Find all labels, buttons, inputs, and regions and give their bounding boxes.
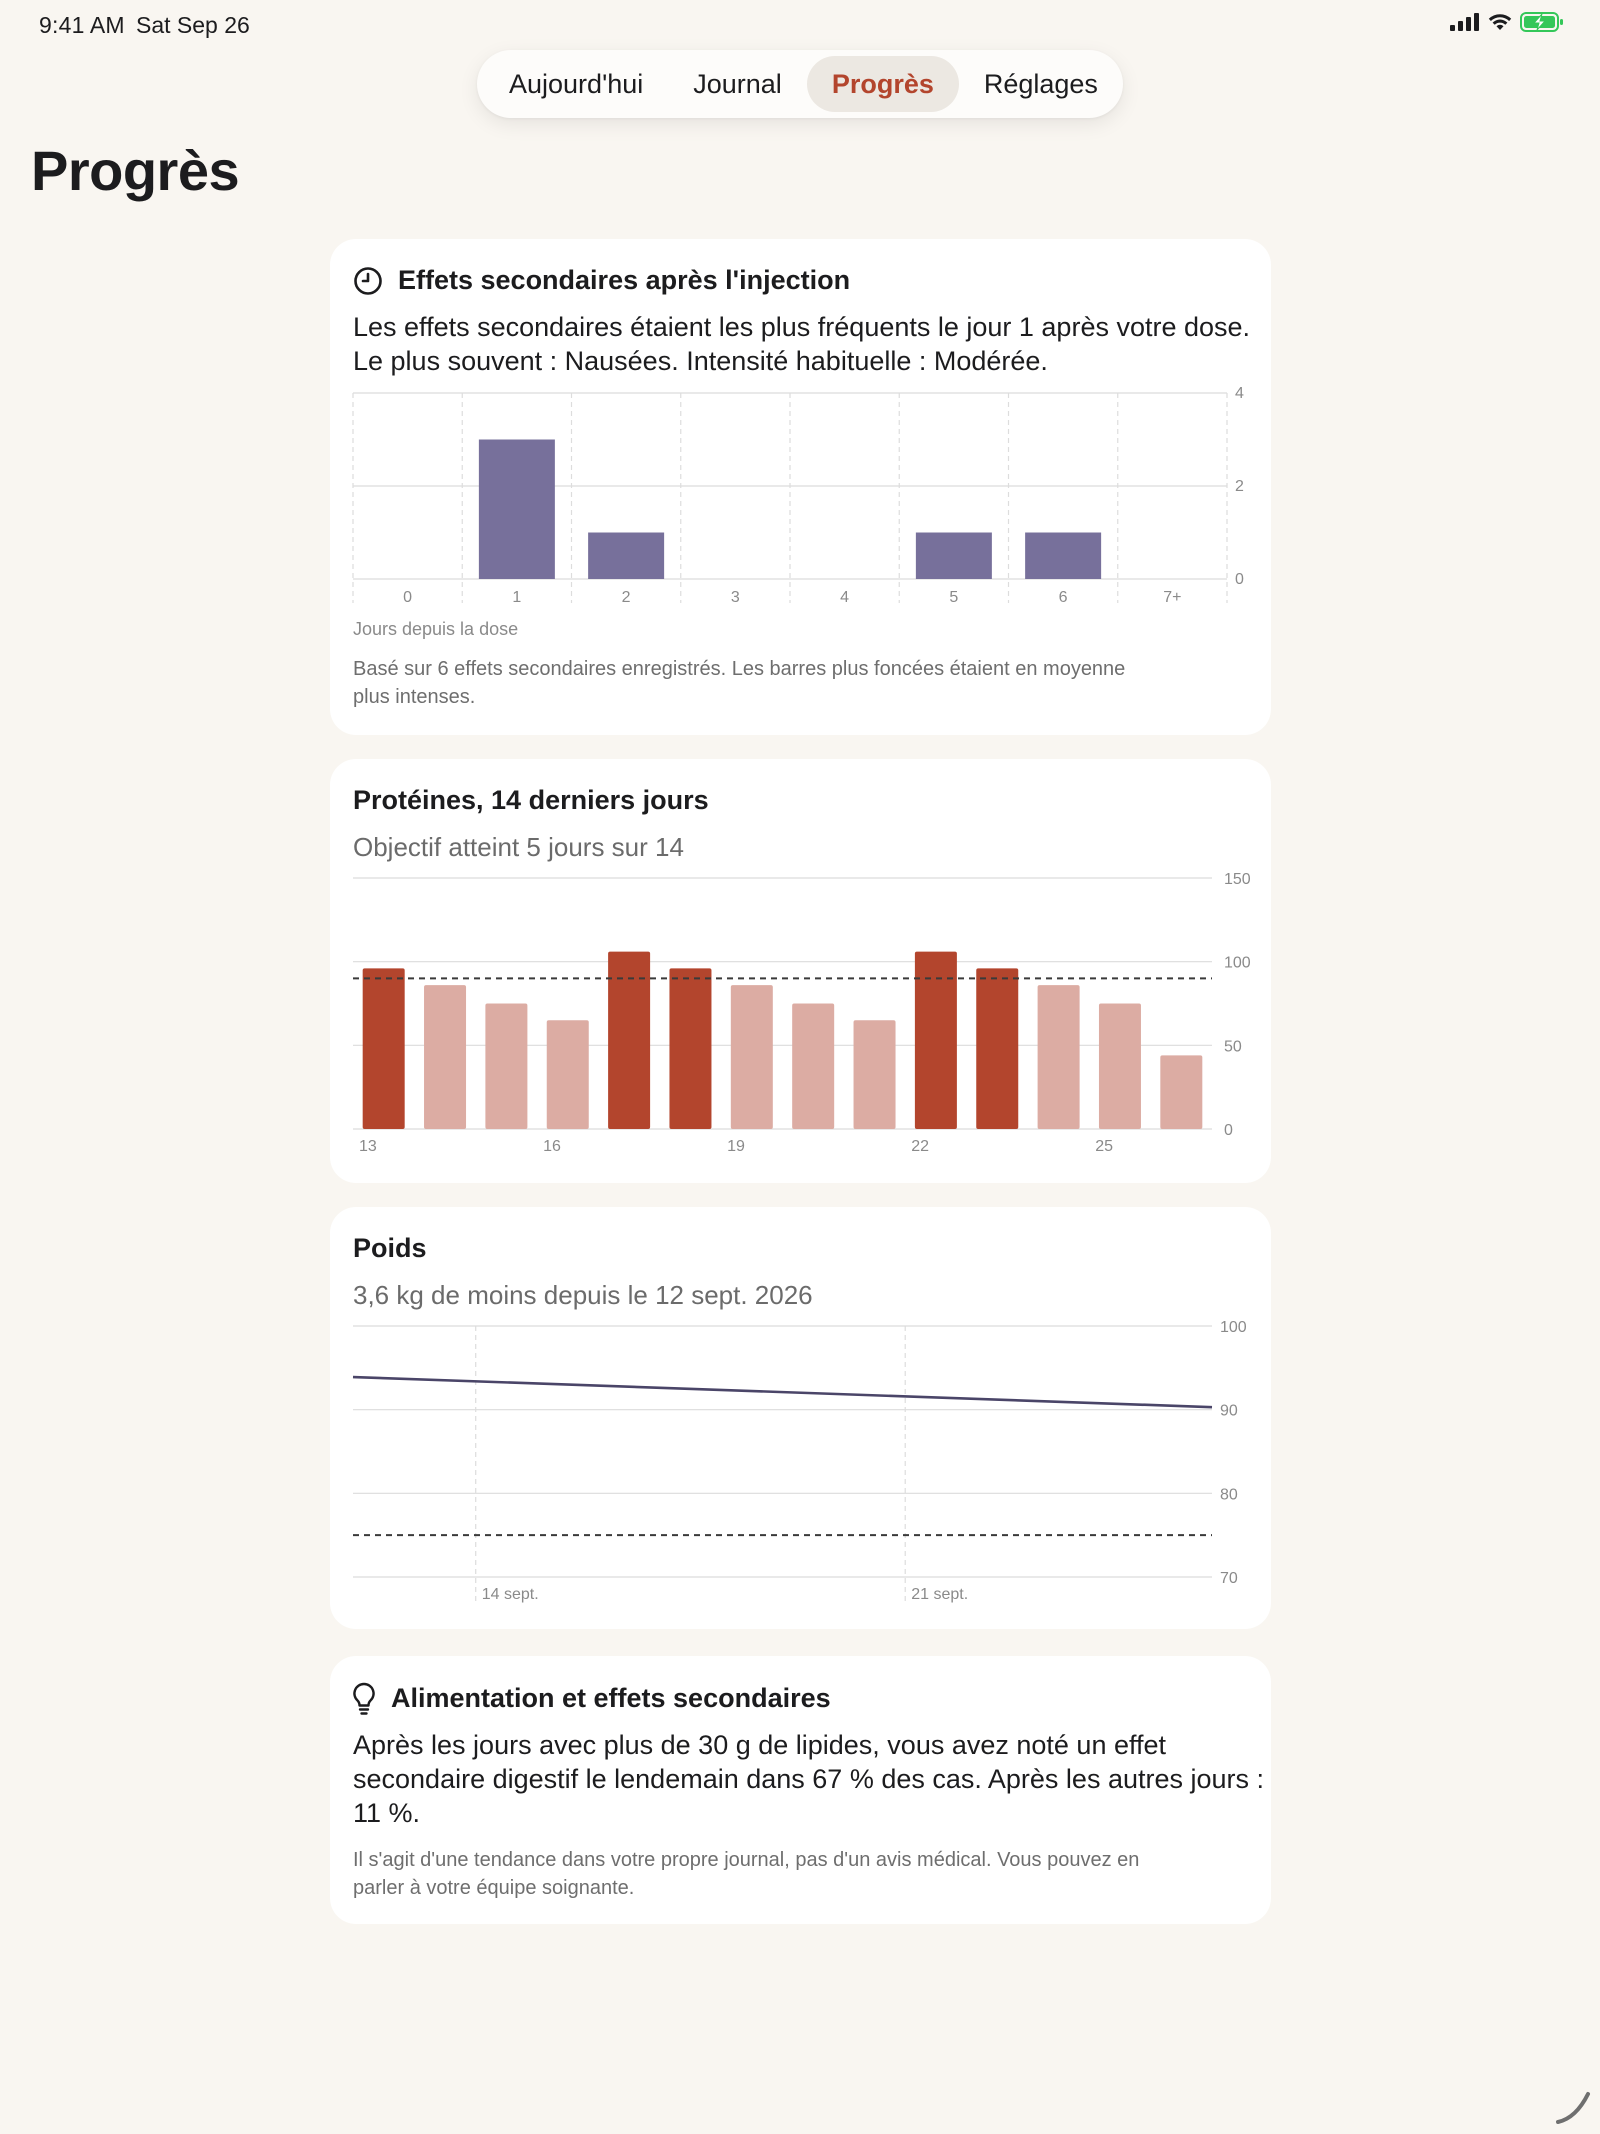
- side-effects-summary-2: Le plus souvent : Nausées. Intensité hab…: [353, 346, 1048, 376]
- weight-line: [352, 1375, 1213, 1409]
- insight-card: Alimentation et effets secondaires Après…: [330, 1656, 1271, 1924]
- insight-note-2: parler à votre équipe soignante.: [353, 1877, 635, 1899]
- bar: [976, 968, 1019, 1129]
- weight-title: Poids: [353, 1233, 427, 1263]
- y-tick-label: 50: [1224, 1038, 1242, 1055]
- weight-card: Poids 3,6 kg de moins depuis le 12 sept.…: [330, 1207, 1271, 1629]
- side-effects-chart: 0 2 4 0 1 2 3 4 5 6 7+: [352, 385, 1244, 606]
- x-tick-label: 16: [543, 1138, 561, 1155]
- protein-card: Protéines, 14 derniers jours Objectif at…: [330, 759, 1271, 1183]
- x-tick-label: 2: [622, 589, 631, 606]
- x-tick-label: 3: [731, 589, 740, 606]
- x-tick-label: 1: [512, 589, 521, 606]
- bar: [1025, 532, 1102, 579]
- side-effects-note-1: Basé sur 6 effets secondaires enregistré…: [353, 658, 1126, 680]
- x-tick-label: 14 sept.: [482, 1586, 539, 1603]
- tab-today[interactable]: Aujourd'hui: [509, 68, 644, 99]
- status-bar: 9:41 AM Sat Sep 26: [0, 0, 1600, 50]
- y-tick-label: 0: [1235, 571, 1244, 588]
- x-tick-label: 13: [359, 1138, 377, 1155]
- x-tick-label: 6: [1059, 589, 1068, 606]
- bar: [588, 532, 665, 579]
- insight-text-2: secondaire digestif le lendemain dans 67…: [353, 1764, 1265, 1794]
- x-tick-label: 19: [727, 1138, 745, 1155]
- side-effects-x-caption: Jours depuis la dose: [353, 619, 519, 639]
- bar: [914, 951, 957, 1129]
- bar: [792, 1003, 835, 1129]
- x-tick-label: 5: [949, 589, 958, 606]
- tab-bar: Aujourd'hui Journal Progrès Réglages: [477, 50, 1123, 118]
- insight-text-3: 11 %.: [353, 1798, 421, 1828]
- y-tick-label: 150: [1224, 871, 1251, 888]
- y-tick-label: 100: [1220, 1319, 1247, 1336]
- bar: [478, 439, 555, 579]
- protein-title: Protéines, 14 derniers jours: [353, 785, 709, 815]
- weight-subtitle: 3,6 kg de moins depuis le 12 sept. 2026: [353, 1280, 813, 1310]
- bar: [546, 1020, 589, 1129]
- wifi-icon: [1488, 14, 1512, 30]
- side-effects-note-2: plus intenses.: [353, 686, 476, 708]
- y-tick-label: 70: [1220, 1570, 1238, 1587]
- y-tick-label: 2: [1235, 478, 1244, 495]
- bar: [853, 1020, 896, 1129]
- status-icons: [1450, 12, 1564, 32]
- y-tick-label: 100: [1224, 955, 1251, 972]
- insight-title: Alimentation et effets secondaires: [391, 1683, 831, 1713]
- protein-chart: 0 50 100 150 13 16 19 22 25: [353, 871, 1251, 1155]
- x-tick-label: 21 sept.: [911, 1586, 968, 1603]
- bar: [485, 1003, 528, 1129]
- tab-settings[interactable]: Réglages: [983, 68, 1098, 99]
- page-title: Progrès: [31, 139, 240, 202]
- x-tick-label: 22: [911, 1138, 929, 1155]
- side-effects-summary-1: Les effets secondaires étaient les plus …: [353, 312, 1251, 342]
- bar: [1098, 1003, 1141, 1129]
- status-date: Sat Sep 26: [136, 12, 250, 38]
- y-tick-label: 0: [1224, 1122, 1233, 1139]
- y-tick-label: 4: [1235, 385, 1244, 402]
- bar: [608, 951, 651, 1129]
- resize-handle-icon: [1556, 2092, 1590, 2124]
- x-tick-label: 4: [840, 589, 849, 606]
- side-effects-title: Effets secondaires après l'injection: [398, 265, 851, 295]
- bar: [730, 985, 773, 1129]
- insight-text-1: Après les jours avec plus de 30 g de lip…: [353, 1730, 1167, 1760]
- bar: [1037, 985, 1080, 1129]
- tab-progress[interactable]: Progrès: [806, 56, 959, 112]
- protein-subtitle: Objectif atteint 5 jours sur 14: [353, 832, 684, 862]
- side-effects-card: Effets secondaires après l'injection Les…: [330, 239, 1271, 735]
- battery-charging-icon: [1520, 12, 1563, 32]
- tab-journal[interactable]: Journal: [693, 68, 782, 99]
- x-tick-label: 25: [1095, 1138, 1113, 1155]
- bar: [424, 985, 467, 1129]
- bar: [362, 968, 405, 1129]
- clock-icon: [354, 267, 382, 295]
- cellular-signal-icon: [1450, 13, 1479, 31]
- insight-note-1: Il s'agit d'une tendance dans votre prop…: [353, 1849, 1140, 1871]
- bar: [915, 532, 992, 579]
- x-tick-label: 7+: [1163, 589, 1181, 606]
- x-tick-label: 0: [403, 589, 412, 606]
- bar: [669, 968, 712, 1129]
- status-time: 9:41 AM: [39, 12, 125, 38]
- lightbulb-icon: [353, 1682, 375, 1715]
- weight-chart: 70 80 90 100 14 sept. 21 sept.: [352, 1319, 1247, 1603]
- y-tick-label: 80: [1220, 1486, 1238, 1503]
- y-tick-label: 90: [1220, 1403, 1238, 1420]
- bar: [1160, 1055, 1203, 1129]
